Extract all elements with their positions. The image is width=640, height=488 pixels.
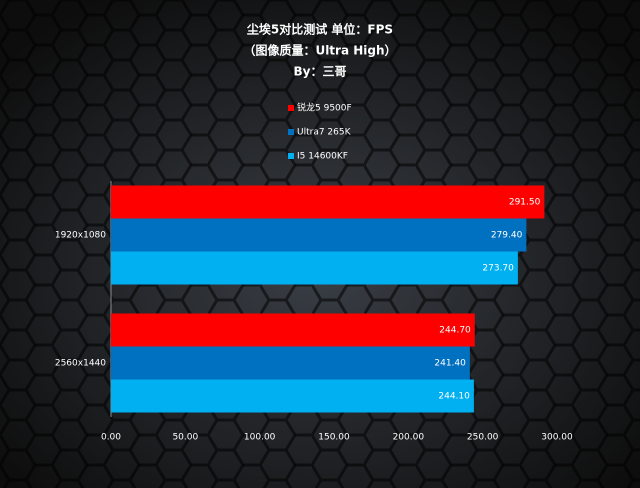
legend-label: Ultra7 265K xyxy=(297,128,352,138)
value-label: 244.10 xyxy=(438,392,470,402)
x-tick-label: 150.00 xyxy=(318,433,350,443)
category-label: 2560x1440 xyxy=(55,359,106,369)
bar xyxy=(111,379,474,413)
chart-subtitle: （图像质量：Ultra High） xyxy=(243,43,396,58)
x-tick-label: 300.00 xyxy=(541,433,573,443)
chart-title: 尘埃5对比测试 单位：FPS xyxy=(247,22,393,37)
value-label: 279.40 xyxy=(491,231,523,241)
x-tick-label: 0.00 xyxy=(101,433,121,443)
value-label: 273.70 xyxy=(482,264,514,274)
bar xyxy=(111,185,545,219)
bar xyxy=(111,251,518,285)
category-label: 1920x1080 xyxy=(55,231,106,241)
value-label: 244.70 xyxy=(439,326,471,336)
x-tick-label: 50.00 xyxy=(172,433,198,443)
legend-label: 锐龙5 9500F xyxy=(297,102,352,114)
legend-swatch xyxy=(288,153,294,159)
legend-label: I5 14600KF xyxy=(297,152,348,162)
x-tick-label: 250.00 xyxy=(467,433,499,443)
value-label: 241.40 xyxy=(434,359,466,369)
chart-byline: By：三哥 xyxy=(294,65,347,79)
value-label: 291.50 xyxy=(509,198,541,208)
x-tick-label: 200.00 xyxy=(393,433,425,443)
x-tick-label: 100.00 xyxy=(244,433,276,443)
bar xyxy=(111,218,527,252)
legend-swatch xyxy=(288,105,294,111)
legend-swatch xyxy=(288,129,294,135)
bar xyxy=(111,313,475,347)
bar xyxy=(111,346,470,380)
